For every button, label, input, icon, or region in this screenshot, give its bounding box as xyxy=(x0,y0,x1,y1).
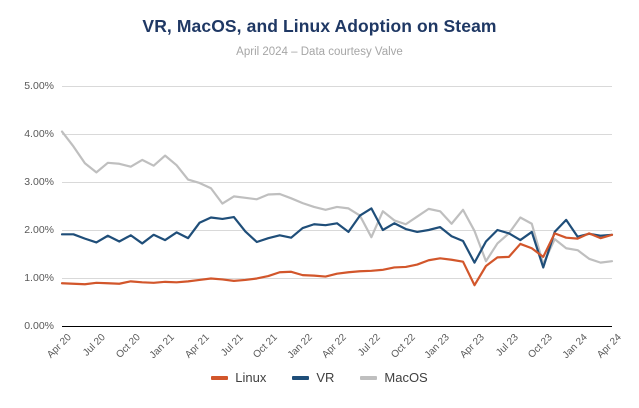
x-tick-label: Oct 21 xyxy=(251,332,281,361)
y-tick-label: 1.00% xyxy=(24,272,54,284)
gridline xyxy=(62,230,612,231)
y-tick-label: 3.00% xyxy=(24,176,54,188)
x-tick-label: Jul 20 xyxy=(81,332,109,359)
gridline xyxy=(62,182,612,183)
x-tick-label: Jul 23 xyxy=(494,332,521,359)
x-axis-line xyxy=(62,326,612,327)
y-tick-label: 0.00% xyxy=(24,320,54,332)
legend-swatch-icon xyxy=(292,375,310,380)
legend-label: MacOS xyxy=(384,370,428,385)
x-tick-label: Oct 22 xyxy=(388,332,418,361)
x-tick-label: Jan 21 xyxy=(147,332,177,362)
legend-item-vr[interactable]: VR xyxy=(292,370,334,385)
x-tick-label: Apr 21 xyxy=(182,332,212,361)
series-line-vr xyxy=(60,207,614,269)
x-tick-label: Oct 20 xyxy=(113,332,143,361)
series-line-linux xyxy=(60,232,614,287)
legend-item-linux[interactable]: Linux xyxy=(211,370,266,385)
legend-swatch-icon xyxy=(360,375,378,380)
x-tick-label: Apr 24 xyxy=(595,332,624,361)
x-tick-label: Apr 23 xyxy=(457,332,487,361)
x-tick-label: Apr 20 xyxy=(45,332,74,361)
series-line-macos xyxy=(60,130,614,266)
legend-item-macos[interactable]: MacOS xyxy=(360,370,428,385)
legend-label: Linux xyxy=(235,370,267,385)
gridline xyxy=(62,86,612,87)
chart-title: VR, MacOS, and Linux Adoption on Steam xyxy=(142,16,497,36)
y-tick-label: 4.00% xyxy=(24,128,54,140)
chart-legend: Linux VR MacOS xyxy=(0,370,639,385)
y-tick-label: 2.00% xyxy=(24,224,54,236)
legend-swatch-icon xyxy=(211,375,229,380)
x-tick-label: Jan 24 xyxy=(560,332,590,362)
gridline xyxy=(62,134,612,135)
x-tick-label: Jul 22 xyxy=(356,332,384,359)
chart-subtitle: April 2024 – Data courtesy Valve xyxy=(236,46,403,58)
x-tick-label: Apr 22 xyxy=(320,332,349,361)
legend-label: VR xyxy=(316,370,335,385)
x-tick-label: Jan 22 xyxy=(285,332,315,362)
x-tick-label: Jul 21 xyxy=(219,332,246,359)
x-tick-label: Jan 23 xyxy=(422,332,452,362)
y-tick-label: 5.00% xyxy=(24,80,54,92)
plot-area: 0.00% 1.00% 2.00% 3.00% 4.00% 5.00% Apr 20 Jul… xyxy=(24,80,624,361)
x-tick-label: Oct 23 xyxy=(526,332,556,361)
gridline xyxy=(62,278,612,279)
series-lines xyxy=(60,130,614,287)
